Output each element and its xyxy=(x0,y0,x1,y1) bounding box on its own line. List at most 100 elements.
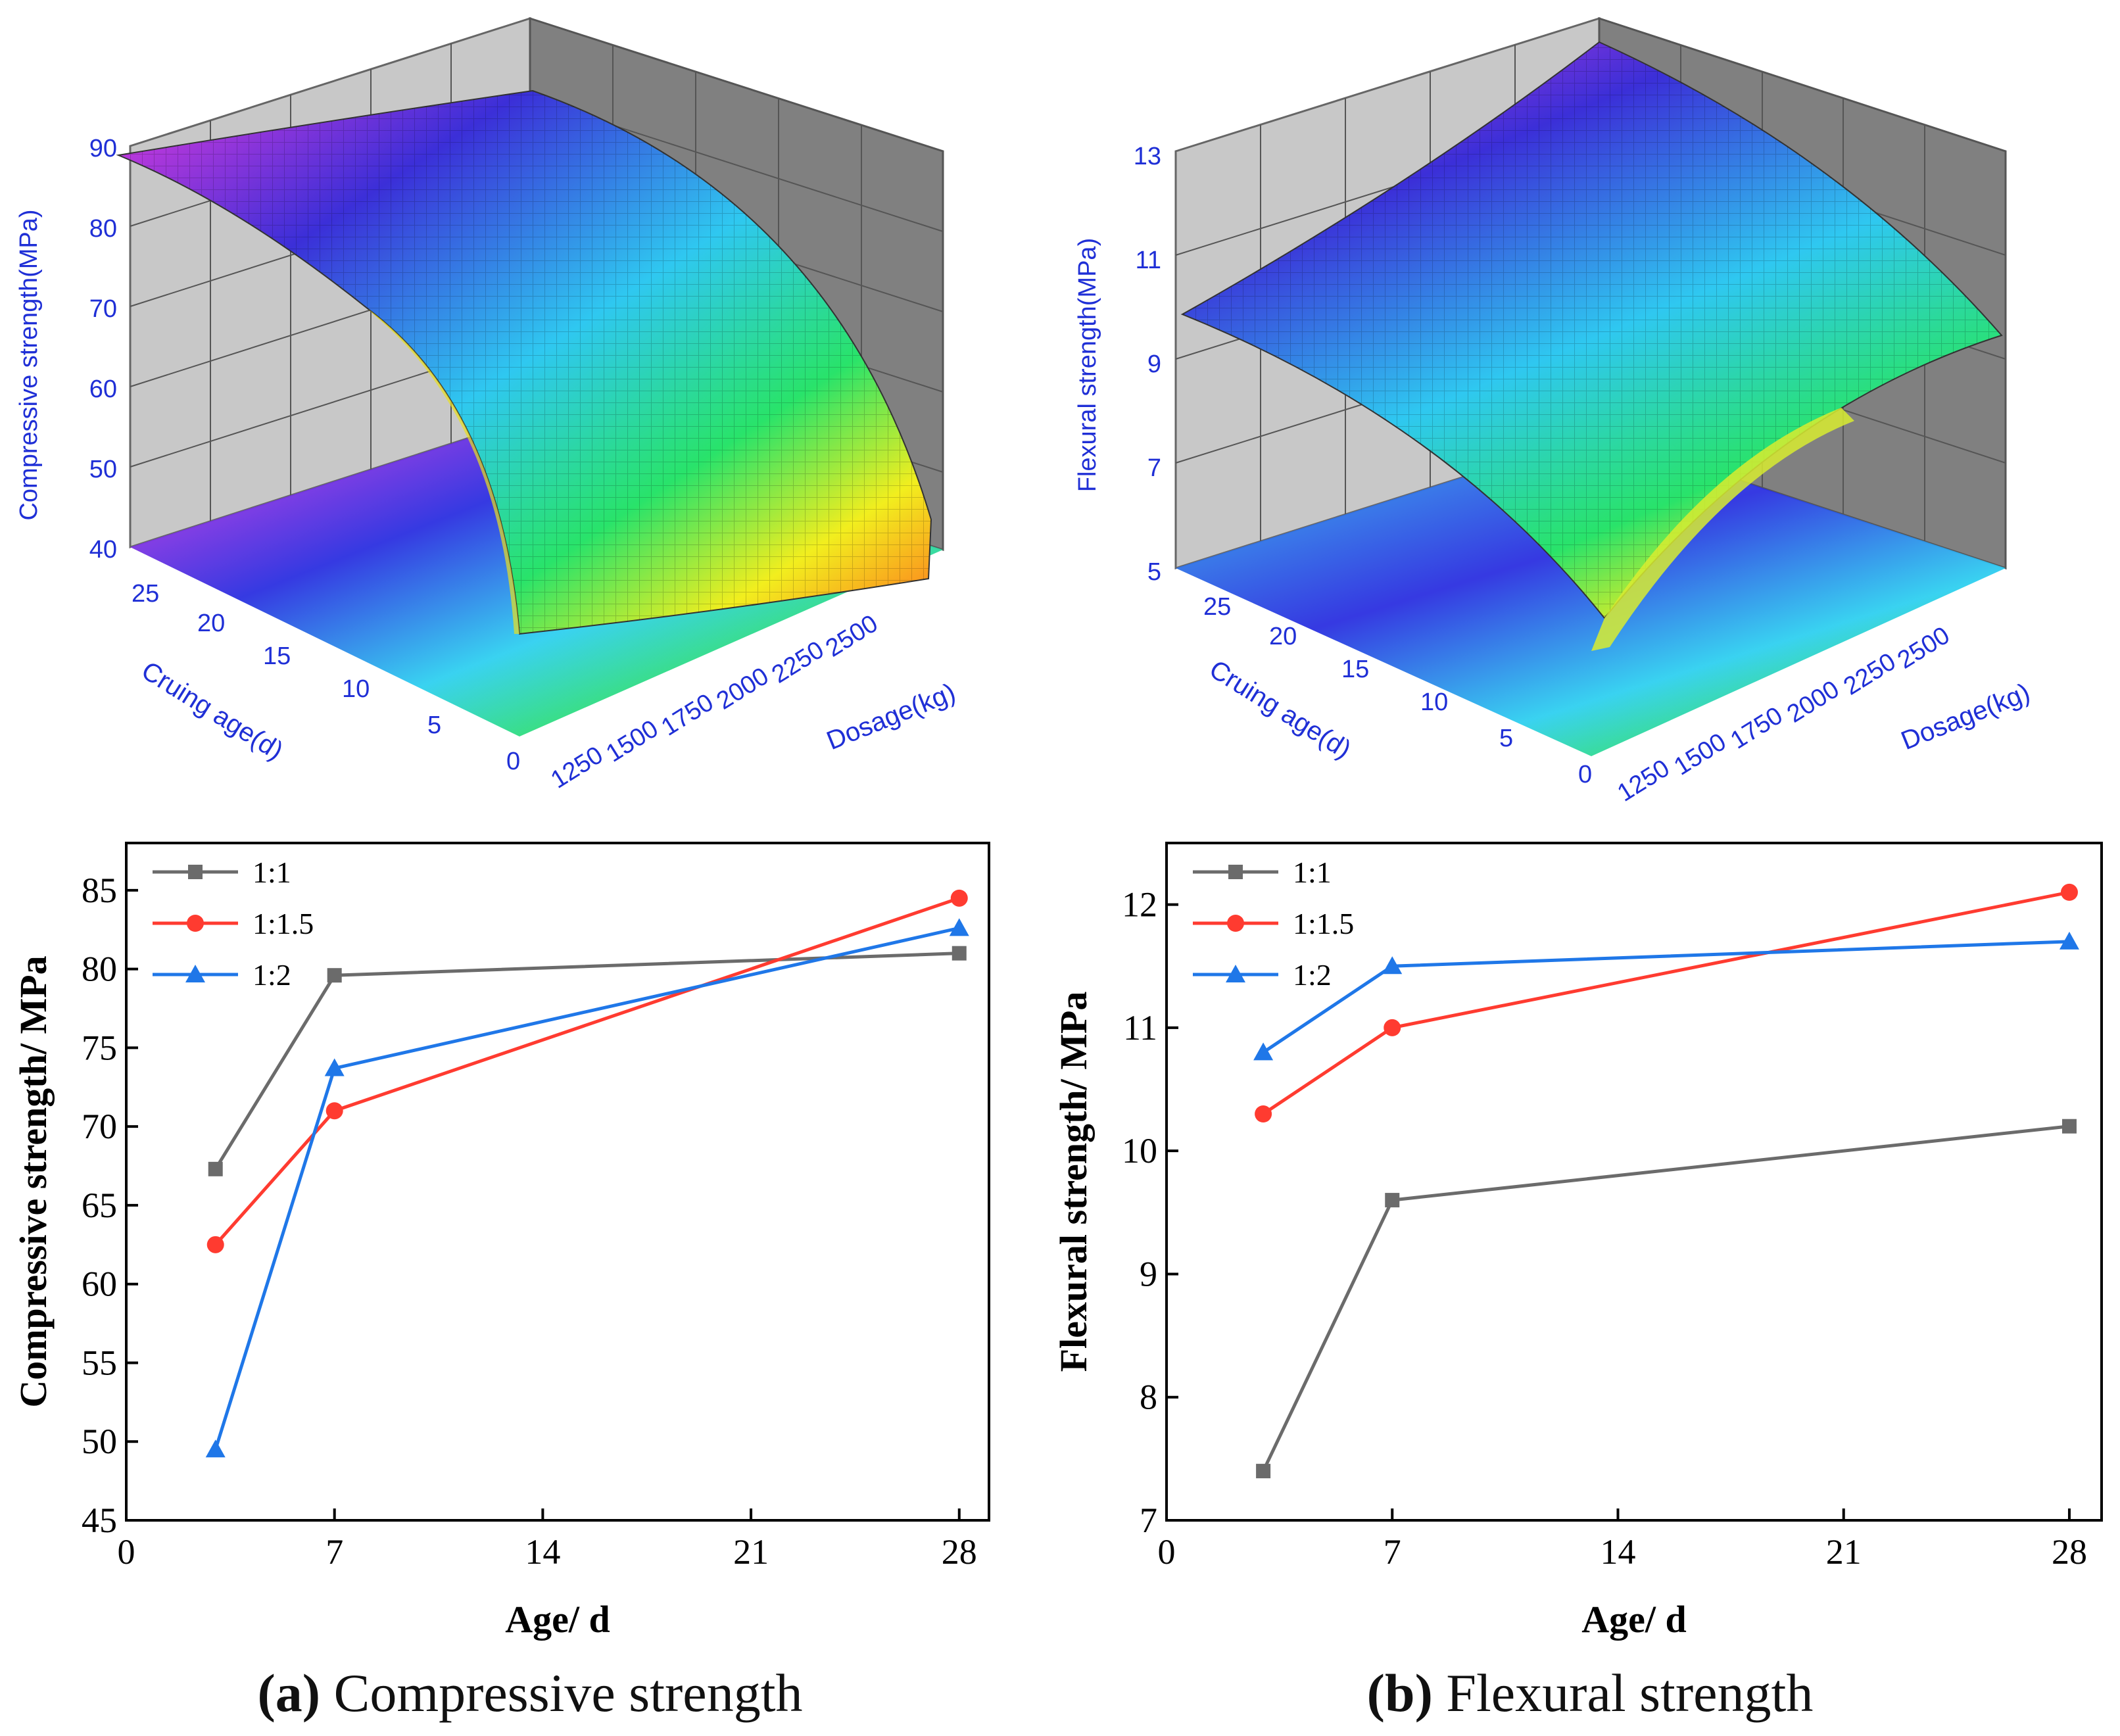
y-tick-label: 60 xyxy=(82,1265,117,1304)
tick-label: 50 xyxy=(89,456,117,483)
tick-label: 13 xyxy=(1134,143,1161,170)
legend-label: 1:2 xyxy=(1293,958,1332,992)
x-axis-label: Age/ d xyxy=(1581,1598,1687,1641)
legend-marker xyxy=(185,965,205,982)
tick-label: 25 xyxy=(132,580,159,608)
y-tick-label: 65 xyxy=(82,1186,117,1225)
tick-label: 7 xyxy=(1147,454,1161,482)
x-axis-label: Age/ d xyxy=(505,1598,610,1641)
tick-label: 1250 xyxy=(1613,754,1675,807)
legend-label: 1:1.5 xyxy=(253,907,314,940)
x-tick-label: 0 xyxy=(118,1532,135,1572)
data-point xyxy=(206,1236,224,1253)
tick-label: 10 xyxy=(342,675,370,703)
tick-label: 5 xyxy=(1147,558,1161,586)
tick-label: 1500 xyxy=(1670,728,1731,781)
legend-marker xyxy=(1226,965,1245,982)
series-line-1:1.5 xyxy=(214,896,960,1246)
x-tick-label: 21 xyxy=(1826,1532,1862,1572)
x-tick-label: 0 xyxy=(1158,1532,1176,1572)
tick-label: 5 xyxy=(427,711,441,739)
series-line-1:1.5 xyxy=(1262,890,2070,1116)
tick-label: 40 xyxy=(89,536,117,564)
legend-marker xyxy=(188,865,203,879)
y-tick-label: 80 xyxy=(82,950,117,989)
legend-label: 1:2 xyxy=(253,958,291,992)
y-tick-label: 85 xyxy=(82,871,117,910)
x-tick-label: 7 xyxy=(1384,1532,1401,1572)
data-point xyxy=(1385,1193,1400,1208)
series-line-1:1 xyxy=(1261,1124,2070,1472)
tick-label: 2000 xyxy=(712,662,774,715)
tick-label: 1750 xyxy=(1726,702,1788,754)
series-line-1:2 xyxy=(1262,940,2070,1054)
tick-label: 0 xyxy=(1578,761,1592,788)
data-point xyxy=(327,968,342,983)
x-tick-label: 21 xyxy=(733,1532,769,1572)
data-point xyxy=(2060,883,2078,901)
x-tick-label: 28 xyxy=(2052,1532,2087,1572)
z-label-a: Compressive strength(MPa) xyxy=(15,209,43,520)
y-axis-label: Flexural strength/ MPa xyxy=(1052,992,1095,1372)
data-point xyxy=(1382,956,1403,975)
tick-label: 25 xyxy=(1203,593,1231,621)
y-label-a: Cruing age(d) xyxy=(137,656,289,766)
y-tick-label: 45 xyxy=(82,1501,117,1540)
z-axis-a: 40 50 60 70 80 90 xyxy=(89,135,117,564)
tick-label: 10 xyxy=(1420,688,1448,716)
tick-label: 20 xyxy=(197,610,225,637)
tick-label: 90 xyxy=(89,135,117,162)
tick-label: 0 xyxy=(506,748,520,775)
x-tick-label: 14 xyxy=(1600,1532,1635,1572)
tick-label: 2250 xyxy=(1839,648,1901,700)
data-point xyxy=(208,1161,223,1176)
data-point xyxy=(324,1058,345,1076)
x-tick-label: 14 xyxy=(525,1532,560,1572)
tick-label: 15 xyxy=(263,642,291,670)
legend-label: 1:1 xyxy=(1293,856,1332,889)
data-point xyxy=(1256,1464,1271,1479)
x-tick-label: 28 xyxy=(942,1532,977,1572)
tick-label: 2250 xyxy=(767,636,829,688)
caption-a: (a) Compressive strength xyxy=(257,1663,803,1723)
x-label-b: Dosage(kg) xyxy=(1897,678,2034,756)
z-axis-b: 5 7 9 11 13 xyxy=(1134,143,1161,586)
legend-label: 1:1 xyxy=(253,856,291,889)
data-point xyxy=(325,1102,343,1120)
y-tick-label: 50 xyxy=(82,1422,117,1461)
tick-label: 20 xyxy=(1269,623,1297,650)
plot-frame xyxy=(125,842,990,1522)
data-point xyxy=(205,1439,226,1458)
y-tick-label: 55 xyxy=(82,1343,117,1382)
y-tick-label: 9 xyxy=(1140,1254,1157,1293)
y-tick-label: 75 xyxy=(82,1028,117,1067)
tick-label: 2500 xyxy=(1893,621,1955,674)
y-axis-a: 0 5 10 15 20 25 xyxy=(132,580,520,775)
data-point xyxy=(1253,1042,1274,1061)
tick-label: 1500 xyxy=(602,715,663,767)
y-tick-label: 70 xyxy=(82,1107,117,1146)
tick-label: 11 xyxy=(1136,247,1161,274)
tick-label: 60 xyxy=(89,375,117,403)
x-tick-label: 7 xyxy=(325,1532,343,1572)
caption-b: (b) Flexural strength xyxy=(1366,1663,1814,1723)
data-point xyxy=(1384,1019,1401,1036)
y-axis-label: Compressive strength/ MPa xyxy=(12,955,55,1407)
tick-label: 80 xyxy=(89,215,117,243)
legend-marker xyxy=(187,915,204,932)
tick-label: 1250 xyxy=(546,741,608,794)
tick-label: 15 xyxy=(1341,656,1369,683)
legend-marker xyxy=(1228,865,1243,879)
y-tick-label: 12 xyxy=(1122,885,1157,925)
series-line-1:2 xyxy=(214,926,960,1450)
data-point xyxy=(1255,1105,1272,1122)
plot-frame xyxy=(1165,842,2103,1522)
y-tick-label: 7 xyxy=(1140,1501,1157,1540)
x-label-a: Dosage(kg) xyxy=(823,678,959,756)
tick-label: 9 xyxy=(1147,350,1161,378)
data-point xyxy=(950,889,968,907)
series-line-1:1 xyxy=(214,952,959,1170)
